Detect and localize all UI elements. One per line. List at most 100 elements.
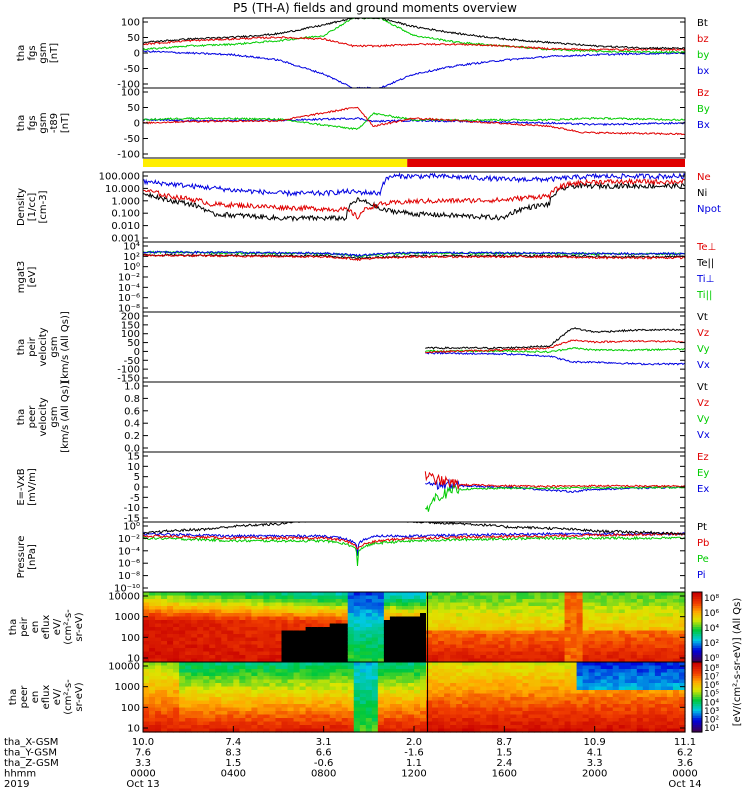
spec-cell <box>456 602 463 607</box>
spec-cell <box>678 644 686 649</box>
spec-cell <box>534 697 542 702</box>
spec-cell <box>552 644 560 649</box>
spec-cell <box>588 641 596 646</box>
spec-cell <box>377 665 385 670</box>
spec-cell <box>558 728 566 733</box>
spec-cell <box>209 725 216 730</box>
spec-cell <box>660 669 668 674</box>
spec-cell <box>233 648 240 653</box>
series-Bt <box>143 18 685 50</box>
spec-cell <box>347 725 355 730</box>
spec-cell <box>197 711 204 716</box>
spec-cell <box>678 676 686 681</box>
spec-cell <box>239 658 246 663</box>
spec-cell <box>215 599 222 604</box>
spec-cell <box>480 721 487 726</box>
spec-cell <box>486 662 493 667</box>
spec-cell <box>377 707 385 712</box>
spec-cell <box>666 627 674 632</box>
spec-cell <box>197 602 204 607</box>
spec-cell <box>149 634 156 639</box>
spec-cell <box>155 641 162 646</box>
spec-cell <box>377 627 385 632</box>
spec-cell <box>287 634 295 639</box>
spec-cell <box>299 623 307 628</box>
spec-cell <box>347 728 355 733</box>
spec-cell <box>335 623 343 628</box>
spec-cell <box>678 693 686 698</box>
spec-cell <box>365 602 373 607</box>
spec-cell <box>516 693 523 698</box>
spec-cell <box>191 686 198 691</box>
spec-cell <box>468 700 475 705</box>
spec-cell <box>215 711 222 716</box>
spec-cell <box>311 599 319 604</box>
spec-cell <box>678 679 686 684</box>
spec-cell <box>401 728 409 733</box>
spec-cell <box>498 697 505 702</box>
spec-cell <box>323 620 331 625</box>
spec-cell <box>420 599 427 604</box>
spec-cell <box>432 690 439 695</box>
spec-cell <box>275 714 283 719</box>
spec-cell <box>504 644 511 649</box>
spec-cell <box>161 620 168 625</box>
spec-cell <box>239 630 246 635</box>
spec-cell <box>426 725 433 730</box>
spec-cell <box>203 644 210 649</box>
spec-cell <box>498 725 505 730</box>
spec-cell <box>660 714 668 719</box>
spec-cell <box>281 655 289 660</box>
spec-cell <box>456 620 463 625</box>
spec-cell <box>624 648 632 653</box>
spec-cell <box>359 672 367 677</box>
spec-cell <box>420 595 427 600</box>
spec-cell <box>203 648 210 653</box>
spec-cell <box>395 648 403 653</box>
spec-cell <box>221 721 228 726</box>
spec-cell <box>221 728 228 733</box>
spec-cell <box>203 620 210 625</box>
spec-cell <box>528 669 536 674</box>
spec-cell <box>377 679 385 684</box>
spec-cell <box>179 665 186 670</box>
spec-cell <box>365 595 373 600</box>
spec-cell <box>251 718 259 723</box>
spec-cell <box>624 641 632 646</box>
spec-cell <box>323 700 331 705</box>
spec-cell <box>293 620 301 625</box>
spec-cell <box>600 693 608 698</box>
spec-cell <box>588 599 596 604</box>
spec-cell <box>654 665 662 670</box>
spec-cell <box>143 630 150 635</box>
spec-cell <box>287 602 295 607</box>
spec-cell <box>678 662 686 667</box>
spec-cell <box>618 655 626 660</box>
spec-cell <box>420 644 427 649</box>
spec-cell <box>209 679 216 684</box>
spec-cell <box>203 700 210 705</box>
spec-cell <box>383 697 391 702</box>
spec-cell <box>251 599 259 604</box>
spec-cell <box>522 595 530 600</box>
colorbar-tick: 10⁵ <box>704 690 719 700</box>
spec-cell <box>173 616 180 621</box>
spec-cell <box>263 599 271 604</box>
spec-cell <box>299 683 307 688</box>
spec-cell <box>624 616 632 621</box>
spec-cell <box>347 718 355 723</box>
spec-cell <box>191 592 198 597</box>
spec-cell <box>389 602 397 607</box>
spec-cell <box>347 700 355 705</box>
spec-cell <box>317 714 325 719</box>
spec-cell <box>462 595 469 600</box>
spec-cell <box>389 651 397 656</box>
spec-cell <box>636 686 644 691</box>
ytick-label: 1.0 <box>124 382 140 393</box>
spec-cell <box>576 693 584 698</box>
spec-cell <box>251 714 259 719</box>
spec-cell <box>498 711 505 716</box>
spec-cell <box>245 725 252 730</box>
spec-cell <box>257 634 265 639</box>
spec-cell <box>480 672 487 677</box>
